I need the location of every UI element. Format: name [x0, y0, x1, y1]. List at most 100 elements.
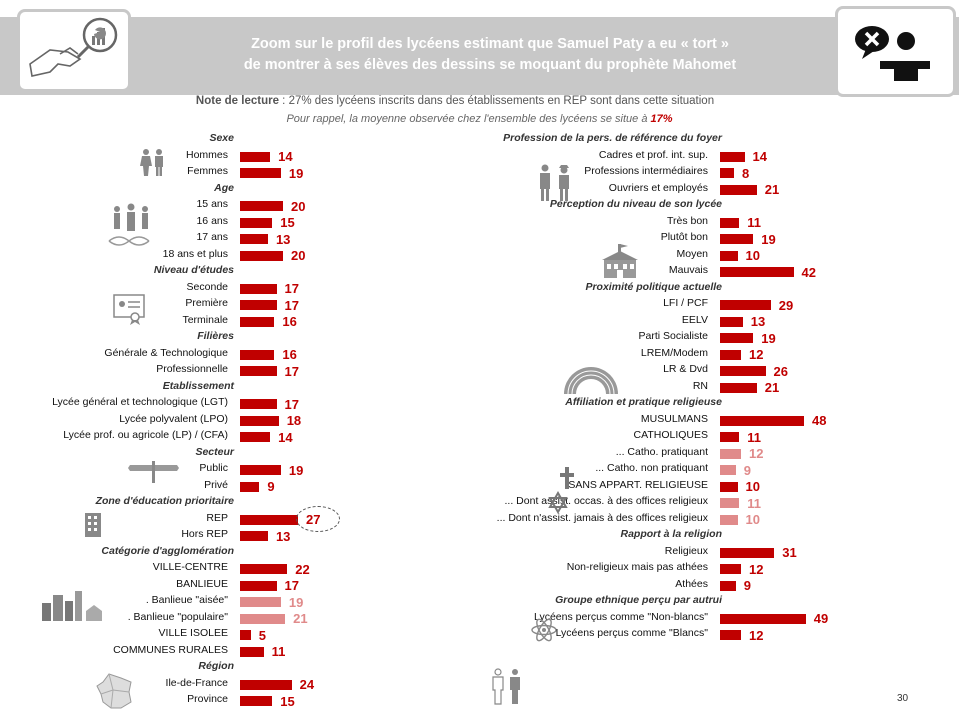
value-label: 14 — [752, 149, 767, 164]
age-family-dna-icon — [108, 203, 150, 246]
value-label: 19 — [761, 231, 776, 247]
row-label: Privé — [204, 478, 228, 491]
row-label: Ile-de-France — [165, 676, 228, 689]
row-label: Non-religieux mais pas athées — [566, 561, 708, 573]
public-private-signpost-icon — [128, 461, 179, 483]
bar — [720, 481, 738, 492]
bar — [240, 300, 277, 310]
row-label: Province — [187, 693, 228, 705]
bar — [240, 415, 279, 426]
value-label: 11 — [747, 429, 761, 445]
gender-icon — [140, 149, 163, 176]
value-label: 9 — [743, 462, 751, 478]
average-reminder: Pour rappel, la moyenne observée chez l'… — [0, 113, 959, 125]
bar — [240, 465, 281, 475]
value-label: 19 — [288, 165, 304, 181]
bar — [240, 646, 264, 657]
bar — [240, 679, 292, 690]
reading-note-label: Note de lecture — [195, 95, 279, 107]
row-label: Athées — [675, 577, 708, 590]
bar — [720, 613, 806, 624]
section-title: Secteur — [195, 445, 234, 458]
cityscape-icon — [42, 591, 102, 621]
value-label: 29 — [778, 297, 794, 313]
section-title: Affiliation et pratique religieuse — [565, 396, 722, 408]
value-label: 26 — [773, 363, 788, 379]
row-label: EELV — [681, 313, 708, 326]
section-title: Age — [214, 181, 234, 194]
row-label: REP — [206, 511, 228, 524]
value-label: 31 — [782, 545, 797, 560]
france-map-icon — [96, 673, 132, 709]
value-label: 19 — [288, 594, 304, 610]
ethnic-group-people-icon — [492, 668, 520, 705]
row-label: 17 ans — [196, 231, 228, 243]
bar — [240, 481, 260, 492]
row-label: 15 ans — [196, 198, 228, 210]
row-label: Moyen — [676, 247, 708, 260]
row-label: Lycée général et technologique (LGT) — [52, 396, 228, 408]
row-label: COMMUNES RURALES — [113, 643, 228, 656]
bar — [720, 333, 754, 343]
row-label: LREM/Modem — [640, 346, 708, 359]
average-reminder-text: Pour rappel, la moyenne observée chez l'… — [286, 113, 651, 125]
value-label: 9 — [267, 479, 275, 494]
row-label: ... Dont n'assist. jamais à des offices … — [496, 511, 708, 524]
reading-note-text: : 27% des lycéens inscrits dans des étab… — [278, 95, 715, 107]
value-label: 10 — [745, 479, 760, 494]
value-label: 17 — [284, 578, 300, 593]
row-label: . Banlieue "aisée" — [145, 594, 228, 606]
bar — [720, 498, 740, 508]
bar — [240, 316, 275, 327]
row-label: Lycée prof. ou agricole (LP) / (CFA) — [63, 429, 228, 441]
page-number: 30 — [897, 693, 909, 704]
row-label: VILLE ISOLEE — [158, 627, 228, 639]
value-label: 15 — [280, 693, 295, 709]
religion-symbols-icon — [541, 467, 574, 515]
diploma-icon — [113, 294, 145, 325]
title-line-1: Zoom sur le profil des lycéens estimant … — [251, 36, 729, 52]
bar — [240, 234, 268, 244]
bar — [240, 432, 271, 442]
bar — [240, 168, 281, 178]
value-label: 49 — [813, 611, 829, 626]
row-label: LFI / PCF — [663, 297, 708, 309]
row-label: Parti Socialiste — [638, 330, 708, 342]
bar — [720, 382, 757, 393]
row-label: Lycéens perçus comme "Non-blancs" — [534, 610, 708, 623]
value-label: 18 — [286, 413, 302, 428]
bar — [720, 300, 771, 310]
value-label: 21 — [764, 182, 780, 197]
value-label: 21 — [764, 380, 780, 395]
bar — [240, 217, 273, 228]
value-label: 11 — [747, 215, 761, 230]
value-label: 11 — [747, 495, 761, 511]
bar — [240, 366, 277, 376]
section-title: Niveau d'études — [153, 264, 234, 276]
bar — [240, 613, 286, 624]
header-banner: Zoom sur le profil des lycéens estimant … — [0, 17, 959, 95]
section-title: Région — [198, 660, 234, 672]
value-label: 11 — [271, 644, 286, 659]
bar — [720, 168, 734, 178]
person-disagree-icon — [835, 6, 956, 97]
bar — [720, 151, 745, 162]
value-label: 17 — [284, 396, 300, 412]
atom-icon — [531, 618, 557, 642]
worker-professions-icon — [540, 164, 569, 201]
row-label: RN — [692, 379, 708, 392]
bar — [720, 448, 741, 459]
value-label: 12 — [749, 446, 764, 461]
value-label: 12 — [749, 627, 764, 643]
bar — [720, 366, 766, 376]
row-label: Très bon — [666, 214, 708, 227]
value-label: 42 — [801, 264, 816, 280]
row-label: Ouvriers et employés — [608, 181, 708, 194]
row-label: ... Dont assist. occas. à des offices re… — [504, 495, 708, 507]
bar — [240, 696, 273, 706]
value-label: 10 — [745, 248, 760, 263]
row-label: BANLIEUE — [176, 577, 228, 590]
value-label: 17 — [284, 281, 300, 296]
row-label: ... Catho. non pratiquant — [595, 462, 708, 474]
section-title: Zone d'éducation prioritaire — [95, 495, 234, 507]
